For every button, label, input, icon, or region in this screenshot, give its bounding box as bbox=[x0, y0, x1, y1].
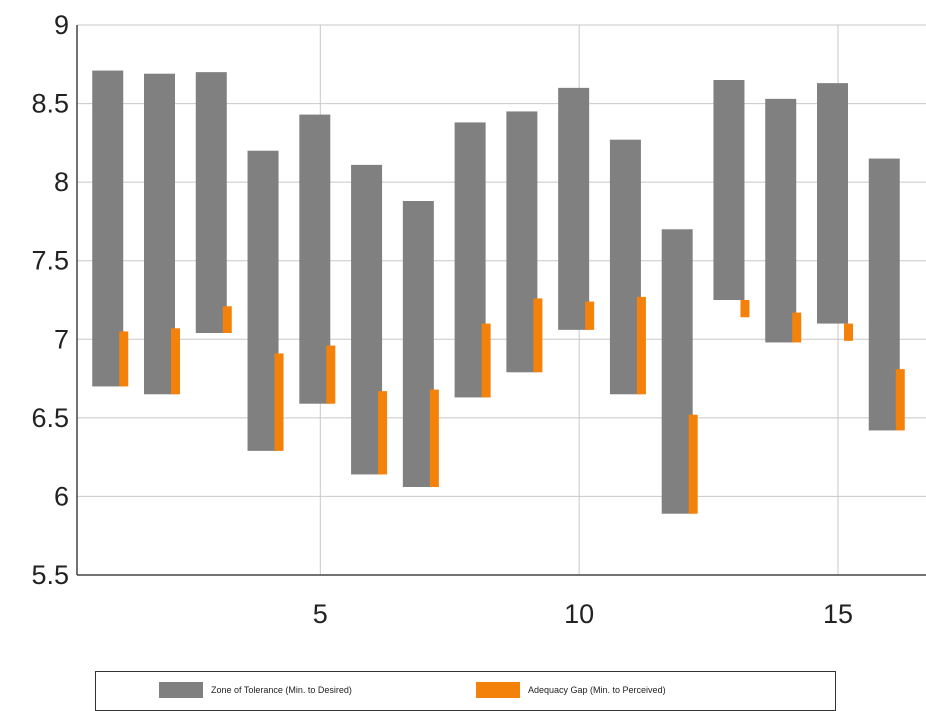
bar-zone-of-tolerance bbox=[765, 98, 797, 343]
bar-adequacy-gap bbox=[895, 369, 905, 431]
legend-swatch-orange bbox=[476, 682, 520, 698]
bar-adequacy-gap bbox=[740, 300, 750, 318]
legend-item-adequacy-gap: Adequacy Gap (Min. to Perceived) bbox=[476, 682, 666, 698]
bar-zone-of-tolerance bbox=[558, 87, 590, 330]
bar-adequacy-gap bbox=[792, 312, 802, 343]
bar-zone-of-tolerance bbox=[454, 122, 486, 398]
tick-labels: 5.5 6 6.5 7 7.5 8 8.5 9 5 10 15 bbox=[31, 10, 853, 629]
y-tick-label: 6.5 bbox=[31, 403, 69, 433]
bar-zone-of-tolerance bbox=[713, 80, 745, 300]
bar-adequacy-gap bbox=[222, 306, 232, 333]
bar-zone-of-tolerance bbox=[144, 73, 176, 395]
bar-zone-of-tolerance bbox=[195, 72, 227, 334]
bar-adequacy-gap bbox=[636, 296, 646, 395]
bar-adequacy-gap bbox=[274, 353, 284, 451]
bar-adequacy-gap bbox=[378, 391, 388, 475]
y-tick-label: 8.5 bbox=[31, 89, 69, 119]
x-tick-label: 15 bbox=[823, 599, 853, 629]
bar-zone-of-tolerance bbox=[609, 139, 641, 395]
bar-adequacy-gap bbox=[481, 323, 491, 398]
axes bbox=[76, 25, 926, 576]
x-tick-label: 5 bbox=[313, 599, 328, 629]
bar-adequacy-gap bbox=[326, 345, 336, 404]
legend-label-zone-of-tolerance: Zone of Tolerance (Min. to Desired) bbox=[211, 685, 352, 695]
y-tick-label: 7.5 bbox=[31, 246, 69, 276]
bar-adequacy-gap bbox=[119, 331, 129, 387]
legend-swatch-gray bbox=[159, 682, 203, 698]
bar-adequacy-gap bbox=[688, 414, 698, 514]
range-bar-chart: 5.5 6 6.5 7 7.5 8 8.5 9 5 10 15 bbox=[31, 10, 926, 629]
bar-adequacy-gap bbox=[585, 301, 595, 330]
bar-zone-of-tolerance bbox=[92, 70, 124, 387]
bar-adequacy-gap bbox=[171, 328, 181, 395]
legend-item-zone-of-tolerance: Zone of Tolerance (Min. to Desired) bbox=[159, 682, 352, 698]
y-tick-label: 6 bbox=[54, 481, 69, 511]
y-tick-label: 7 bbox=[54, 324, 69, 354]
bars bbox=[92, 70, 905, 514]
bar-zone-of-tolerance bbox=[299, 114, 331, 404]
bar-zone-of-tolerance bbox=[661, 229, 693, 514]
bar-zone-of-tolerance bbox=[402, 201, 434, 487]
bar-adequacy-gap bbox=[429, 389, 439, 487]
bar-zone-of-tolerance bbox=[506, 111, 538, 373]
bar-adequacy-gap bbox=[533, 298, 543, 373]
legend-label-adequacy-gap: Adequacy Gap (Min. to Perceived) bbox=[528, 685, 666, 695]
y-tick-label: 8 bbox=[54, 167, 69, 197]
bar-zone-of-tolerance bbox=[351, 164, 383, 475]
legend: Zone of Tolerance (Min. to Desired) Adeq… bbox=[95, 671, 836, 711]
bar-zone-of-tolerance bbox=[816, 83, 848, 324]
x-tick-label: 10 bbox=[564, 599, 594, 629]
y-tick-label: 9 bbox=[54, 10, 69, 40]
bar-zone-of-tolerance bbox=[247, 150, 279, 451]
bar-adequacy-gap bbox=[843, 323, 853, 341]
y-tick-label: 5.5 bbox=[31, 560, 69, 590]
bar-zone-of-tolerance bbox=[868, 158, 900, 431]
